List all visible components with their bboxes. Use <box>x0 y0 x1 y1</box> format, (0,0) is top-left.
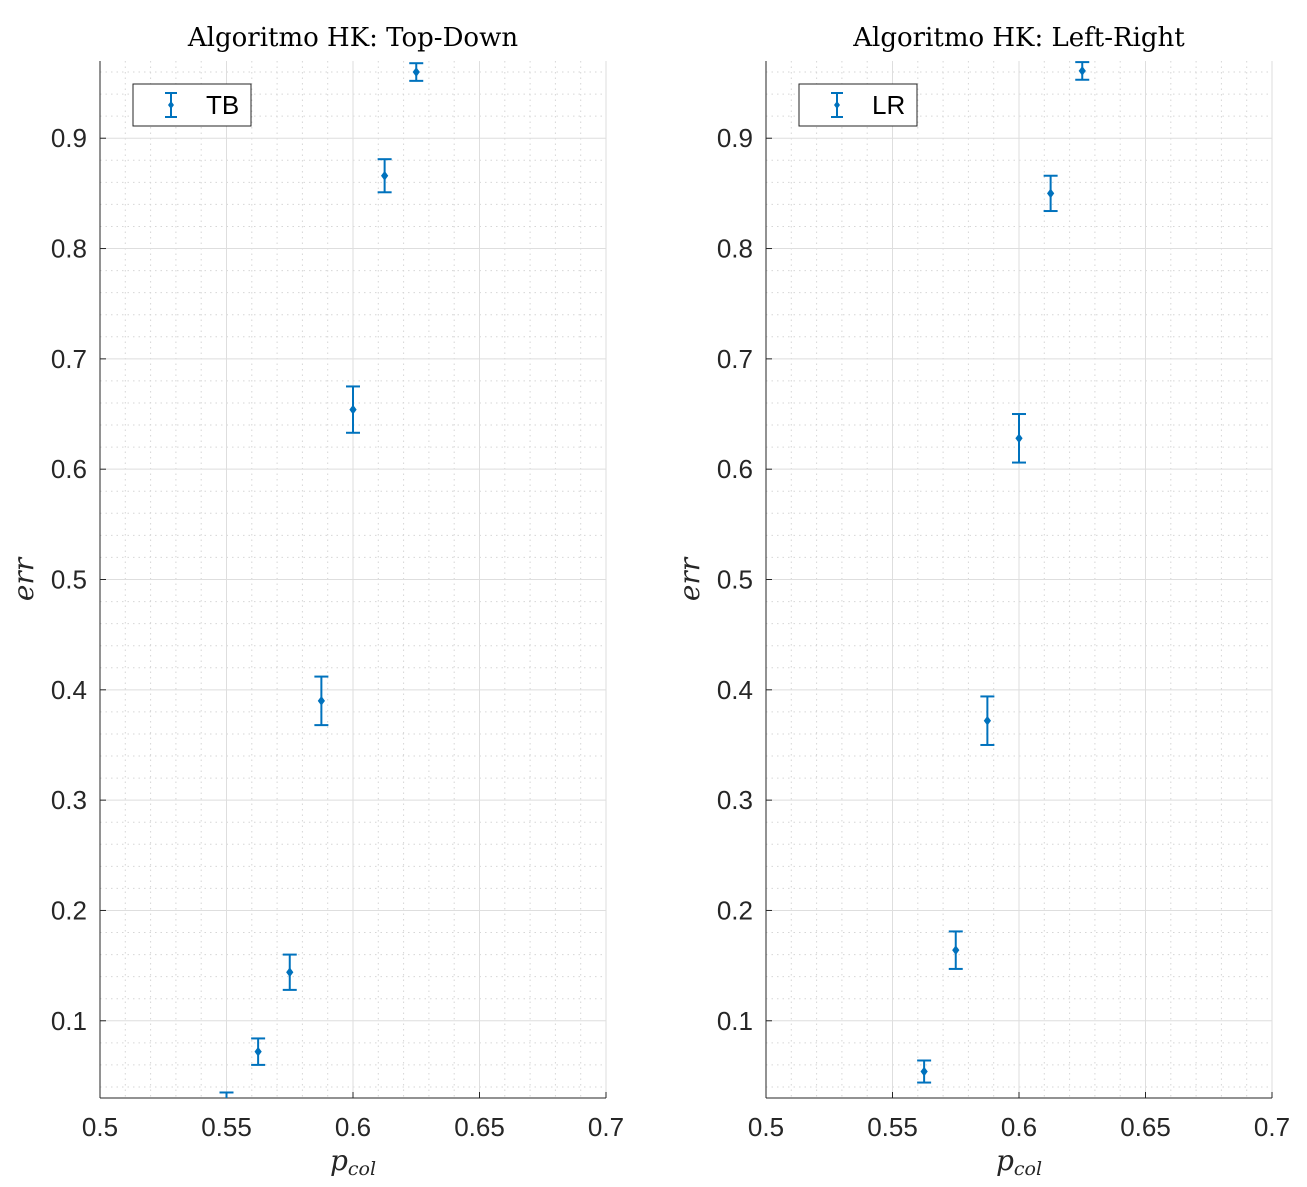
chart-title: Algoritmo HK: Left-Right <box>852 23 1185 53</box>
y-axis-label: err <box>673 556 706 601</box>
diamond-marker <box>1048 189 1054 197</box>
x-tick-label: 0.6 <box>335 1112 371 1142</box>
y-tick-label: 0.1 <box>717 1006 753 1036</box>
y-tick-label: 0.4 <box>717 675 753 705</box>
y-tick-label: 0.3 <box>717 785 753 815</box>
diamond-marker <box>287 968 293 976</box>
data-point <box>1044 176 1058 211</box>
data-point <box>409 63 423 81</box>
y-tick-label: 0.2 <box>51 895 87 925</box>
y-axis-label: err <box>7 556 40 601</box>
data-point <box>378 159 392 192</box>
diamond-marker <box>1016 434 1022 442</box>
y-tick-label: 0.6 <box>717 454 753 484</box>
x-axis-label-main: p <box>330 1144 348 1177</box>
x-axis-label-subscript: col <box>1014 1158 1042 1180</box>
diamond-marker <box>984 717 990 725</box>
x-tick-label: 0.6 <box>1001 1112 1037 1142</box>
diamond-marker <box>953 946 959 954</box>
data-point <box>314 677 328 726</box>
data-point <box>917 1060 931 1082</box>
x-tick-label: 0.65 <box>454 1112 505 1142</box>
legend-label: TB <box>206 90 239 120</box>
data-point <box>1012 414 1026 463</box>
x-axis-label-main: p <box>996 1144 1014 1177</box>
x-axis-label-subscript: col <box>348 1158 376 1180</box>
data-point <box>1075 62 1089 80</box>
x-tick-label: 0.7 <box>1254 1112 1290 1142</box>
legend: LR <box>799 84 917 126</box>
data-layer <box>220 63 424 1114</box>
diamond-marker <box>350 406 356 414</box>
y-tick-label: 0.9 <box>51 123 87 153</box>
diamond-marker <box>382 172 388 180</box>
data-point <box>283 955 297 990</box>
x-tick-label: 0.7 <box>588 1112 624 1142</box>
y-tick-label: 0.5 <box>51 565 87 595</box>
chart-panel-2: 0.5 0.55 0.6 0.65 0.7 0.1 0.2 0.3 0.4 0.5 0.6 0.7 0.… <box>673 23 1290 1180</box>
y-tick-label: 0.8 <box>51 234 87 264</box>
x-tick-label: 0.55 <box>867 1112 918 1142</box>
y-tick-label: 0.7 <box>717 344 753 374</box>
y-tick-label: 0.1 <box>51 1006 87 1036</box>
diamond-marker <box>318 697 324 705</box>
chart-title: Algoritmo HK: Top-Down <box>187 23 518 53</box>
diamond-marker <box>1079 67 1085 75</box>
y-tick-label: 0.5 <box>717 565 753 595</box>
diamond-marker <box>255 1048 261 1056</box>
data-point <box>346 386 360 432</box>
data-point <box>949 931 963 969</box>
x-tick-label: 0.5 <box>748 1112 784 1142</box>
y-tick-label: 0.6 <box>51 454 87 484</box>
x-axis-label: pcol <box>996 1144 1042 1180</box>
legend-label: LR <box>872 90 905 120</box>
y-tick-label: 0.3 <box>51 785 87 815</box>
y-tick-label: 0.9 <box>717 123 753 153</box>
chart-panel-1: 0.5 0.55 0.6 0.65 0.7 0.1 0.2 0.3 0.4 0.5 0.6 0.7 0.… <box>7 23 624 1180</box>
x-tick-label: 0.5 <box>82 1112 118 1142</box>
diamond-marker <box>224 1100 230 1108</box>
y-tick-label: 0.7 <box>51 344 87 374</box>
diamond-marker <box>413 68 419 76</box>
y-tick-label: 0.2 <box>717 895 753 925</box>
x-axis-label: pcol <box>330 1144 376 1180</box>
x-tick-label: 0.55 <box>201 1112 252 1142</box>
diamond-marker <box>921 1068 927 1076</box>
x-tick-label: 0.65 <box>1120 1112 1171 1142</box>
legend: TB <box>133 84 251 126</box>
y-tick-label: 0.8 <box>717 234 753 264</box>
data-point <box>980 696 994 745</box>
y-tick-label: 0.4 <box>51 675 87 705</box>
data-point <box>251 1038 265 1064</box>
